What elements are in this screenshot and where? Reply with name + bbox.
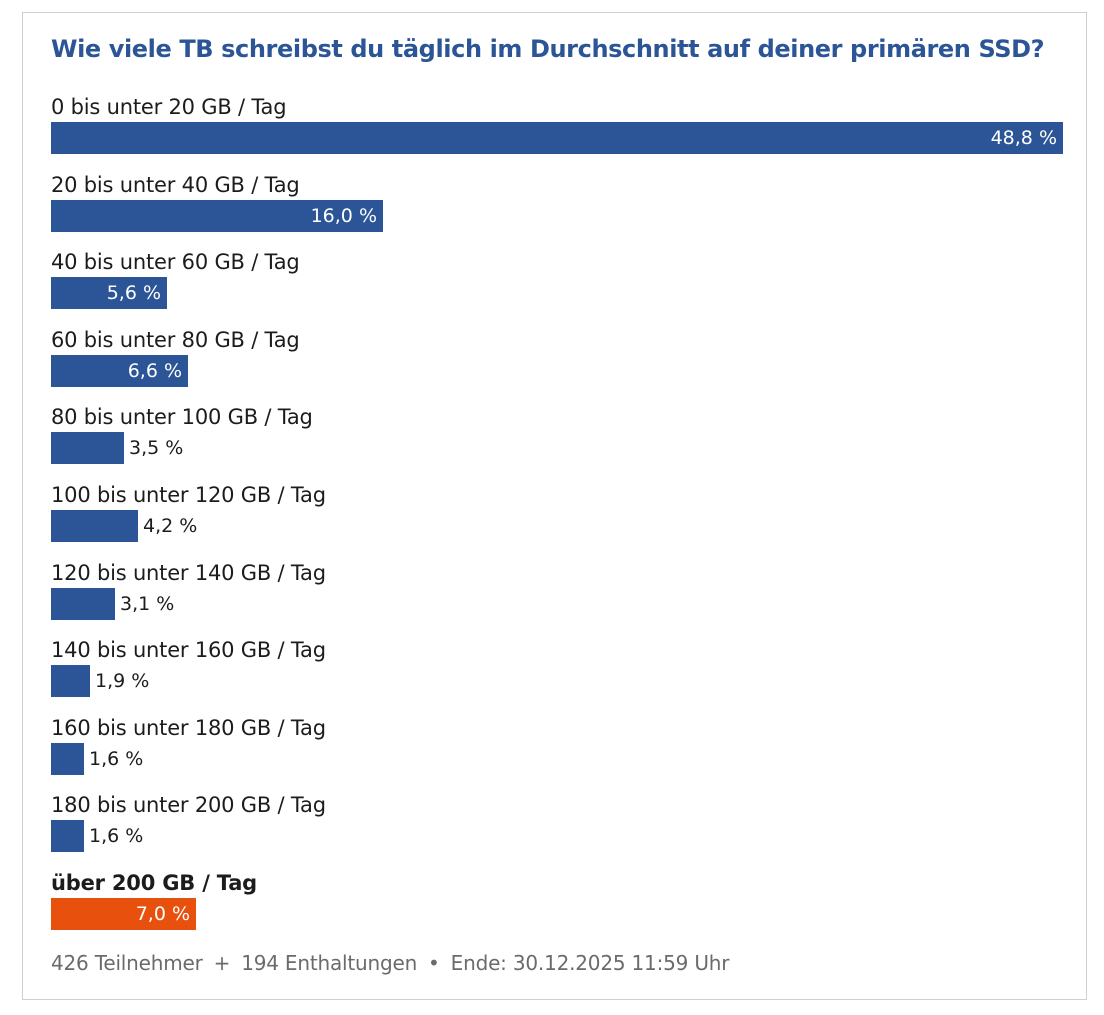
option-label: 180 bis unter 200 GB / Tag [51, 793, 326, 818]
poll-option-row: 160 bis unter 180 GB / Tag 1,6 % [51, 716, 1063, 794]
percent-label: 1,9 % [95, 670, 150, 693]
option-label: 140 bis unter 160 GB / Tag [51, 638, 326, 663]
poll-option-row: 40 bis unter 60 GB / Tag 5,6 % [51, 250, 1063, 328]
option-label: 0 bis unter 20 GB / Tag [51, 95, 287, 119]
option-label: 20 bis unter 40 GB / Tag [51, 172, 300, 197]
bar-track: 3,1 % [51, 587, 1063, 620]
percent-label: 4,2 % [143, 514, 198, 537]
poll-option-row: 100 bis unter 120 GB / Tag 4,2 % [51, 483, 1063, 561]
poll-option-row: 60 bis unter 80 GB / Tag 6,6 % [51, 328, 1063, 406]
poll-results: 0 bis unter 20 GB / Tag 48,8 % 20 bis unte… [51, 95, 1063, 949]
result-bar [51, 820, 84, 853]
bar-track: 5,6 % [51, 277, 1063, 310]
percent-label: 6,6 % [127, 359, 182, 382]
poll-option-row: 180 bis unter 200 GB / Tag 1,6 % [51, 793, 1063, 871]
poll-option-row: 140 bis unter 160 GB / Tag 1,9 % [51, 638, 1063, 716]
poll-footer: 426 Teilnehmer +194 Enthaltungen • Ende: 30… [51, 951, 729, 975]
bar-track: 7,0 % [51, 897, 1063, 930]
bar-track: 48,8 % [51, 122, 1063, 154]
option-label: 160 bis unter 180 GB / Tag [51, 715, 326, 740]
bullet-separator: • [428, 951, 440, 975]
bar-track: 1,6 % [51, 820, 1063, 853]
result-bar [51, 897, 196, 930]
percent-label: 3,1 % [120, 592, 175, 615]
result-bar [51, 277, 167, 310]
poll-card: Wie viele TB schreibst du täglich im Dur… [22, 12, 1087, 1000]
percent-label: 1,6 % [89, 747, 144, 770]
poll-option-row: 0 bis unter 20 GB / Tag 48,8 % [51, 95, 1063, 173]
bar-track: 4,2 % [51, 509, 1063, 542]
result-bar [51, 199, 383, 232]
bar-track: 1,6 % [51, 742, 1063, 775]
poll-title: Wie viele TB schreibst du täglich im Dur… [51, 35, 1045, 63]
plus-separator: + [213, 951, 231, 975]
option-label: 80 bis unter 100 GB / Tag [51, 405, 313, 430]
option-label: 100 bis unter 120 GB / Tag [51, 482, 326, 507]
poll-option-row: 120 bis unter 140 GB / Tag 3,1 % [51, 561, 1063, 639]
option-label: 120 bis unter 140 GB / Tag [51, 560, 326, 585]
result-bar [51, 432, 124, 465]
bar-track: 1,9 % [51, 665, 1063, 698]
poll-option-row: 20 bis unter 40 GB / Tag 16,0 % [51, 173, 1063, 251]
abstentions-count: 194 Enthaltungen [241, 951, 418, 975]
poll-end-date: Ende: 30.12.2025 11:59 Uhr [450, 951, 730, 975]
percent-label: 7,0 % [135, 902, 190, 925]
result-bar [51, 587, 115, 620]
percent-label: 3,5 % [129, 437, 184, 460]
percent-label: 16,0 % [310, 204, 377, 227]
bar-track: 3,5 % [51, 432, 1063, 465]
participants-count: 426 Teilnehmer [51, 951, 203, 975]
percent-label: 5,6 % [106, 282, 161, 305]
result-bar [51, 509, 138, 542]
result-bar [51, 742, 84, 775]
result-bar [51, 122, 1063, 154]
poll-option-row: über 200 GB / Tag 7,0 % [51, 871, 1063, 949]
option-label: 40 bis unter 60 GB / Tag [51, 250, 300, 275]
bar-track: 16,0 % [51, 199, 1063, 232]
percent-label: 48,8 % [990, 127, 1057, 149]
poll-option-row: 80 bis unter 100 GB / Tag 3,5 % [51, 405, 1063, 483]
result-bar [51, 354, 188, 387]
bar-track: 6,6 % [51, 354, 1063, 387]
percent-label: 1,6 % [89, 825, 144, 848]
option-label: 60 bis unter 80 GB / Tag [51, 327, 300, 352]
option-label: über 200 GB / Tag [51, 870, 257, 895]
result-bar [51, 665, 90, 698]
